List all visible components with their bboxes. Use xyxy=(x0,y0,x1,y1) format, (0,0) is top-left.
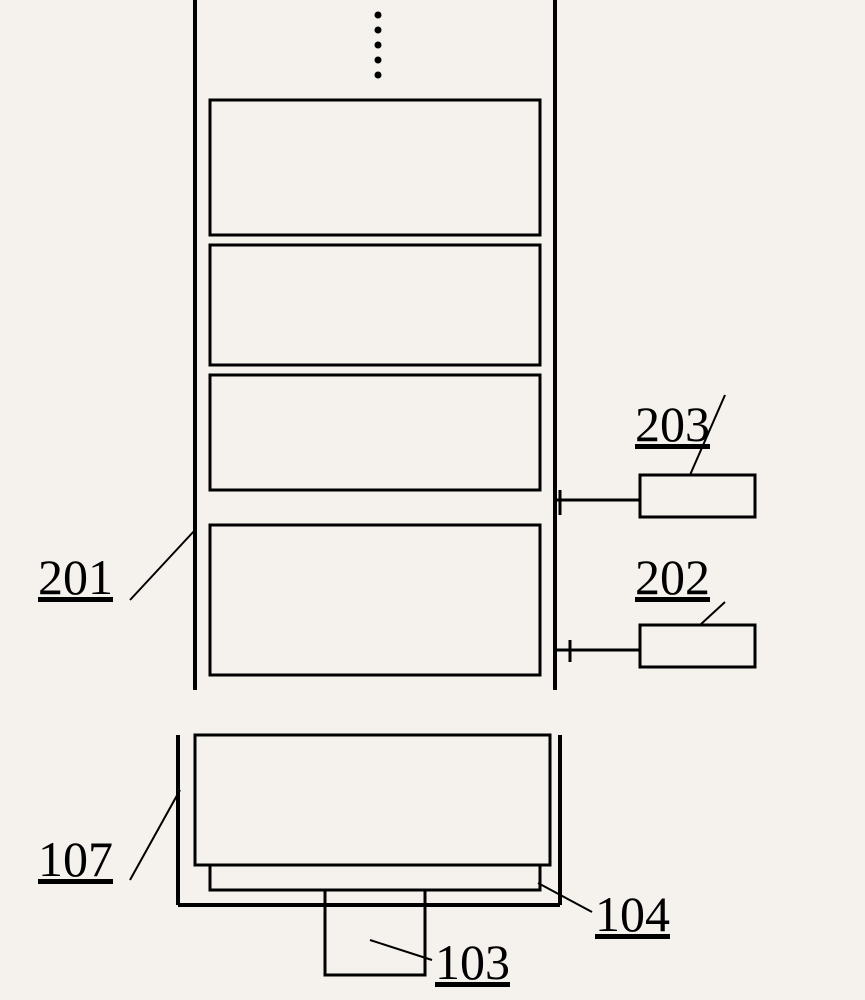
label-103: 103 xyxy=(435,933,510,991)
technical-diagram xyxy=(0,0,865,1000)
label-203: 203 xyxy=(635,395,710,453)
label-107: 107 xyxy=(38,830,113,888)
label-201: 201 xyxy=(38,548,113,606)
label-202: 202 xyxy=(635,548,710,606)
label-104: 104 xyxy=(595,885,670,943)
